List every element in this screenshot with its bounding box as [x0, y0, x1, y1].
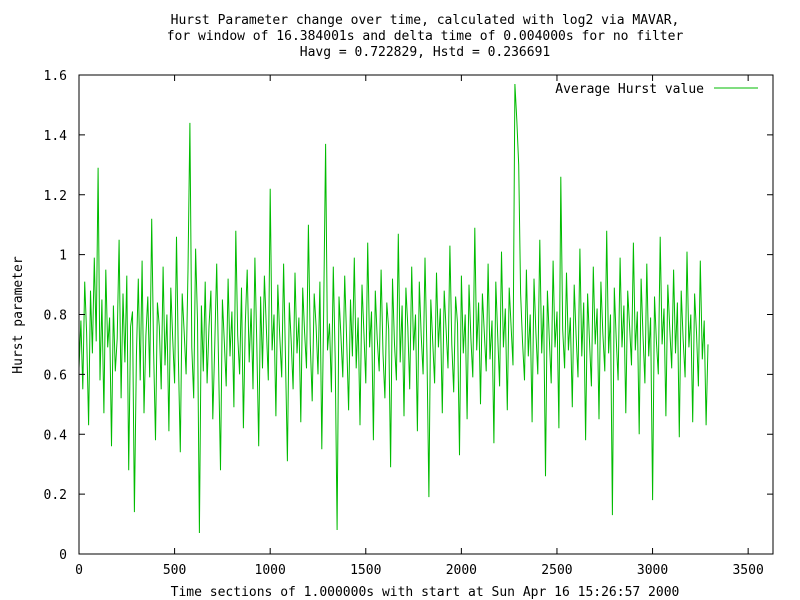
- chart-title: Hurst Parameter change over time, calcul…: [167, 13, 684, 60]
- plot-frame: [78, 74, 774, 555]
- y-tick-label: 0.8: [44, 309, 67, 324]
- x-tick-label: 2000: [446, 563, 477, 578]
- x-tick-label: 3500: [732, 563, 763, 578]
- y-tick-label: 1.6: [44, 69, 67, 84]
- chart-title-line-3: Havg = 0.722829, Hstd = 0.236691: [300, 45, 550, 60]
- y-tick-label: 0: [59, 548, 67, 563]
- x-tick-label: 1000: [255, 563, 286, 578]
- legend: Average Hurst value: [555, 82, 758, 97]
- y-tick-label: 0.6: [44, 368, 67, 383]
- y-tick-label: 0.2: [44, 488, 67, 503]
- x-tick-label: 2500: [541, 563, 572, 578]
- y-tick-label: 1.4: [44, 129, 68, 144]
- legend-label: Average Hurst value: [555, 82, 704, 97]
- x-tick-label: 0: [75, 563, 83, 578]
- series-line-average-hurst: [78, 83, 709, 534]
- axis-ticks: 0 500 1000 1500 2000 2500 3000 3500 0 0.2 0.4 0.6 0.…: [44, 69, 773, 578]
- series-layer: [78, 83, 709, 534]
- x-tick-label: 3000: [637, 563, 668, 578]
- y-tick-label: 0.4: [44, 428, 68, 443]
- chart-title-line-2: for window of 16.384001s and delta time …: [167, 29, 684, 44]
- chart-title-line-1: Hurst Parameter change over time, calcul…: [171, 13, 680, 28]
- y-tick-label: 1.2: [44, 189, 67, 204]
- y-axis-label: Hurst parameter: [11, 256, 26, 374]
- y-tick-label: 1: [59, 249, 67, 264]
- x-tick-label: 500: [163, 563, 186, 578]
- x-axis-label: Time sections of 1.000000s with start at…: [171, 585, 680, 600]
- x-tick-label: 1500: [350, 563, 381, 578]
